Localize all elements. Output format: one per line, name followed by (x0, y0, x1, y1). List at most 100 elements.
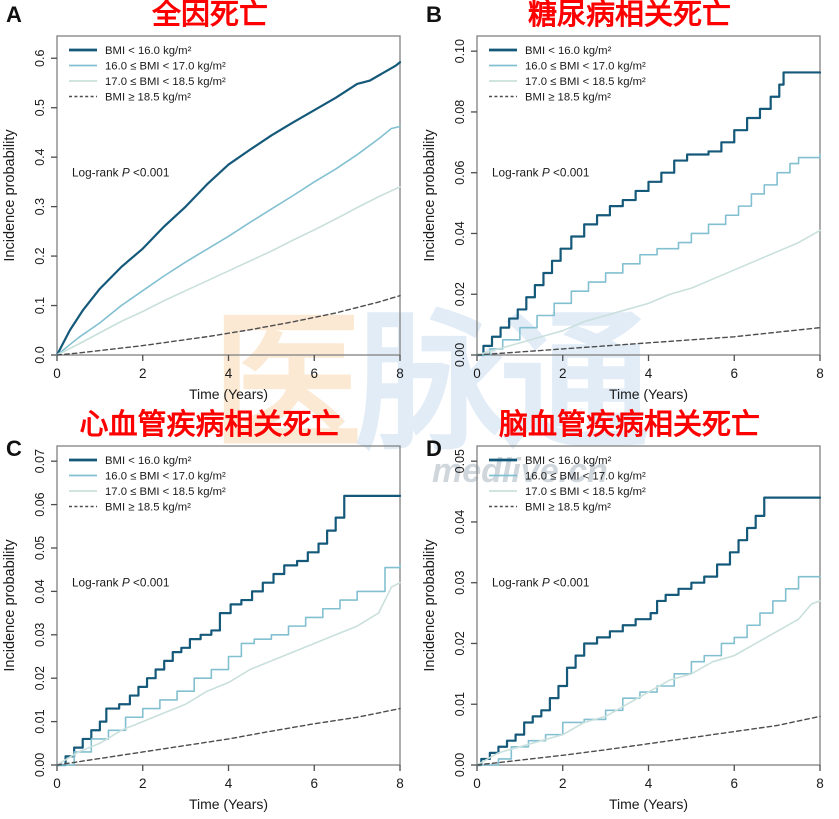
legend: BMI < 16.0 kg/m² 16.0 ≤ BMI < 17.0 kg/m² 1… (69, 45, 226, 104)
y-tick-label: 0.2 (33, 247, 47, 264)
legend: BMI < 16.0 kg/m² 16.0 ≤ BMI < 17.0 kg/m² 1… (489, 45, 646, 104)
x-tick-label: 6 (310, 776, 318, 791)
x-tick-label: 0 (53, 776, 61, 791)
legend-label: BMI ≥ 18.5 kg/m² (105, 502, 191, 514)
y-axis: 0.00 0.01 0.02 0.03 0.04 0.05 (453, 449, 477, 777)
y-tick-label: 0.04 (453, 510, 467, 534)
panel-a-chart: 0.0 0.1 0.2 0.3 0.4 0.5 0.6 Incidence probabili… (2, 35, 404, 402)
y-tick-label: 0.02 (453, 282, 467, 306)
x-axis: 0 2 4 6 8 (53, 355, 404, 381)
series-line-3 (56, 294, 401, 356)
series-line-1 (56, 125, 401, 356)
y-tick-label: 0.04 (453, 221, 467, 245)
x-axis-label: Time (Years) (189, 796, 268, 812)
series-line-2 (56, 186, 401, 356)
x-tick-label: 8 (816, 366, 824, 381)
y-tick-label: 0.03 (33, 623, 47, 647)
panel-c-title: 心血管疾病相关死亡 (79, 409, 341, 441)
legend-label: BMI ≥ 18.5 kg/m² (525, 502, 611, 514)
legend-label: 16.0 ≤ BMI < 17.0 kg/m² (525, 471, 646, 483)
y-tick-label: 0.6 (33, 50, 47, 67)
panel-a: A 全因死亡 0.0 0.1 0.2 0.3 0.4 0.5 0.6 Incidence pr… (0, 0, 420, 410)
y-tick-label: 0.01 (33, 709, 47, 733)
x-axis-label: Time (Years) (609, 796, 688, 812)
y-tick-label: 0.5 (33, 99, 47, 116)
x-tick-label: 6 (310, 366, 318, 381)
y-tick-label: 0.06 (33, 492, 47, 516)
y-tick-label: 0.10 (453, 39, 467, 63)
legend-label: 17.0 ≤ BMI < 18.5 kg/m² (525, 486, 646, 498)
legend-label: BMI < 16.0 kg/m² (105, 455, 192, 467)
legend-label: 17.0 ≤ BMI < 18.5 kg/m² (525, 76, 646, 88)
series-line-0 (475, 496, 822, 767)
y-tick-label: 0.00 (453, 343, 467, 367)
series-line-3 (476, 326, 821, 356)
y-tick-label: 0.01 (453, 692, 467, 716)
x-tick-label: 2 (139, 366, 147, 381)
panel-c: C 心血管疾病相关死亡 0.00 0.01 0.02 0.03 0.04 0.05 0.06… (0, 409, 420, 819)
y-tick-label: 0.05 (33, 536, 47, 560)
legend-label: BMI ≥ 18.5 kg/m² (525, 92, 611, 104)
y-tick-label: 0.02 (453, 631, 467, 655)
panel-b-title: 糖尿病相关死亡 (527, 0, 731, 31)
x-axis-label: Time (Years) (189, 386, 268, 402)
series-line-0 (55, 494, 402, 767)
x-tick-label: 2 (559, 776, 567, 791)
x-tick-label: 0 (473, 776, 481, 791)
legend-label: BMI < 16.0 kg/m² (105, 45, 192, 57)
x-tick-label: 4 (645, 366, 653, 381)
panel-b: B 糖尿病相关死亡 0.00 0.02 0.04 0.06 0.08 0.10 Incide… (420, 0, 839, 410)
panel-a-letter: A (6, 2, 22, 27)
y-tick-label: 0.06 (453, 161, 467, 185)
logrank-annotation: Log-rank P <0.001 (72, 165, 169, 179)
panel-d-letter: D (426, 436, 442, 461)
panel-c-chart: 0.00 0.01 0.02 0.03 0.04 0.05 0.06 0.07 Incidenc… (2, 445, 404, 812)
y-tick-label: 0.00 (33, 753, 47, 777)
legend-label: 16.0 ≤ BMI < 17.0 kg/m² (525, 61, 646, 73)
legend-label: 17.0 ≤ BMI < 18.5 kg/m² (105, 486, 226, 498)
panel-d-chart: 0.00 0.01 0.02 0.03 0.04 0.05 Incidence probab… (422, 445, 824, 812)
x-axis-label: Time (Years) (609, 386, 688, 402)
legend-label: BMI < 16.0 kg/m² (525, 45, 612, 57)
x-tick-label: 6 (730, 776, 738, 791)
x-tick-label: 8 (396, 366, 404, 381)
x-axis: 0 2 4 6 8 (473, 765, 824, 791)
y-tick-label: 0.07 (33, 449, 47, 473)
series-line-3 (56, 707, 401, 766)
y-tick-label: 0.1 (33, 297, 47, 314)
x-tick-label: 2 (139, 776, 147, 791)
y-tick-label: 0.02 (33, 666, 47, 690)
series-line-2 (56, 581, 401, 766)
series-line-3 (476, 715, 821, 766)
x-tick-label: 4 (645, 776, 653, 791)
x-tick-label: 8 (396, 776, 404, 791)
x-tick-label: 0 (53, 366, 61, 381)
logrank-annotation: Log-rank P <0.001 (492, 575, 589, 589)
panel-a-title: 全因死亡 (151, 0, 268, 31)
x-axis: 0 2 4 6 8 (53, 765, 404, 791)
y-tick-label: 0.0 (33, 346, 47, 363)
y-axis: 0.00 0.02 0.04 0.06 0.08 0.10 (453, 39, 477, 367)
series-line-1 (476, 575, 821, 766)
series-line-1 (56, 564, 401, 766)
y-tick-label: 0.3 (33, 198, 47, 215)
panel-d: D 脑血管疾病相关死亡 0.00 0.01 0.02 0.03 0.04 0.05 Inci… (420, 409, 839, 819)
panel-b-letter: B (426, 2, 442, 27)
series-line-1 (476, 153, 821, 356)
series-line-2 (476, 229, 821, 356)
x-tick-label: 6 (730, 366, 738, 381)
y-tick-label: 0.05 (453, 449, 467, 473)
legend-label: BMI ≥ 18.5 kg/m² (105, 92, 191, 104)
y-tick-label: 0.03 (453, 571, 467, 595)
y-tick-label: 0.08 (453, 100, 467, 124)
logrank-annotation: Log-rank P <0.001 (492, 165, 589, 179)
series-line-2 (476, 600, 821, 766)
x-tick-label: 8 (816, 776, 824, 791)
y-axis-label: Incidence probability (2, 539, 18, 672)
logrank-annotation: Log-rank P <0.001 (72, 575, 169, 589)
y-axis: 0.00 0.01 0.02 0.03 0.04 0.05 0.06 0.07 (33, 449, 57, 777)
x-tick-label: 4 (225, 776, 233, 791)
x-tick-label: 0 (473, 366, 481, 381)
legend-label: 16.0 ≤ BMI < 17.0 kg/m² (105, 471, 226, 483)
